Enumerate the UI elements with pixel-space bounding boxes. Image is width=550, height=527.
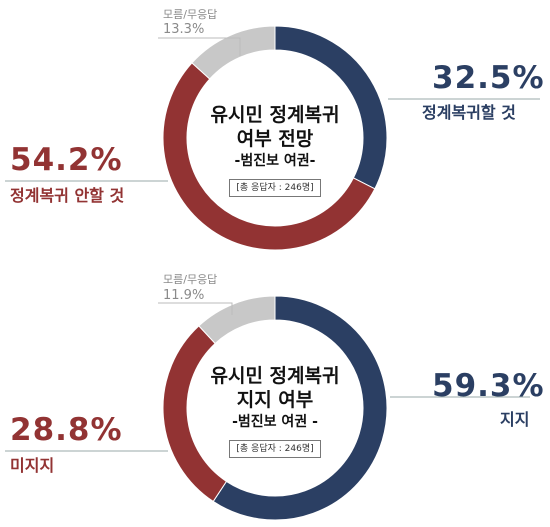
donut-chart-prospect: [162, 25, 388, 251]
chart-edition: -범진보 여권-: [234, 153, 316, 169]
slice-value-no-return: 54.2%: [10, 142, 123, 178]
slice-no-return: [162, 62, 376, 251]
slice-unknown: [191, 25, 276, 80]
slice-value-unknown-1: 13.3%: [163, 22, 205, 37]
slice-value-nonsupport: 28.8%: [10, 412, 123, 448]
donut-center-2: 유시민 정계복귀 지지 여부 -범진보 여권 - [총 응답자 : 246명]: [190, 364, 360, 458]
slice-unknown: [198, 295, 276, 345]
slice-name-return: 정계복귀할 것: [422, 103, 516, 122]
chart-title-line2: 지지 여부: [236, 389, 314, 411]
slice-name-support: 지지: [500, 410, 530, 429]
sample-size: [총 응답자 : 246명]: [229, 179, 321, 197]
chart-title-line1: 유시민 정계복귀: [210, 365, 340, 387]
slice-name-no-return: 정계복귀 안할 것: [10, 186, 125, 205]
slice-name-nonsupport: 미지지: [10, 456, 55, 475]
slice-name-unknown-1: 모름/무응답: [163, 8, 218, 21]
chart-title-line2: 여부 전망: [236, 128, 314, 150]
slice-name-unknown-2: 모름/무응답: [163, 273, 218, 286]
chart-edition: -범진보 여권 -: [232, 414, 318, 430]
donut-center-1: 유시민 정계복귀 여부 전망 -범진보 여권- [총 응답자 : 246명]: [190, 103, 360, 197]
slice-value-unknown-2: 11.9%: [163, 288, 205, 303]
donut-chart-support: [162, 295, 388, 521]
leader-line-unknown-2: [158, 302, 233, 315]
slice-value-return: 32.5%: [432, 60, 545, 96]
slice-support: [212, 295, 388, 521]
slice-value-support: 59.3%: [432, 368, 545, 404]
chart-title-line1: 유시민 정계복귀: [210, 104, 340, 126]
sample-size: [총 응답자 : 246명]: [229, 440, 321, 458]
leader-line-unknown-1: [158, 37, 241, 56]
